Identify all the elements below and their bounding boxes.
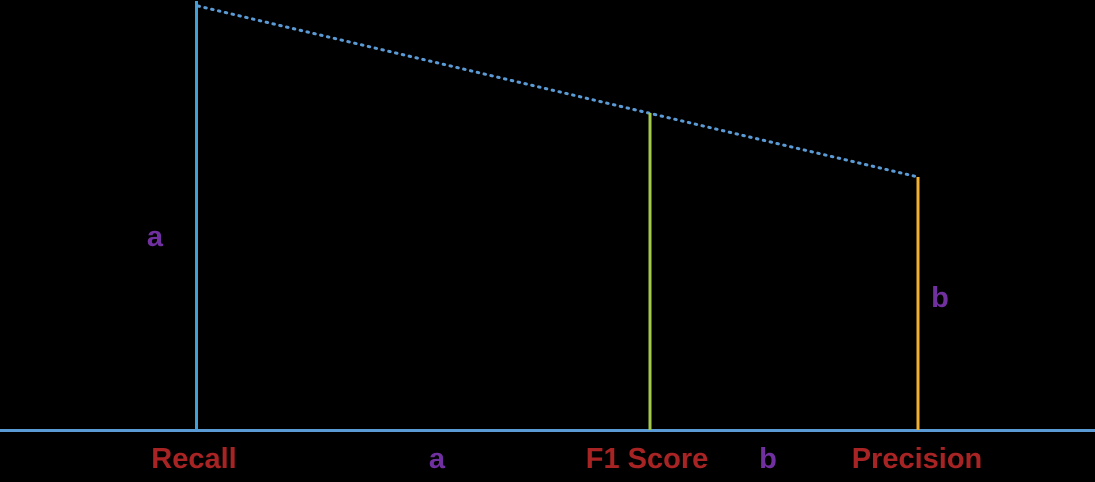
- segment-b-label: b: [759, 443, 777, 475]
- recall-label: Recall: [151, 443, 236, 475]
- precision-label: Precision: [852, 443, 983, 475]
- f1-score-label: F1 Score: [586, 443, 709, 475]
- height-b-label: b: [931, 282, 949, 314]
- segment-a-label: a: [429, 443, 446, 475]
- height-a-label: a: [147, 221, 164, 253]
- interpolation-dotted-line: [196, 4, 920, 179]
